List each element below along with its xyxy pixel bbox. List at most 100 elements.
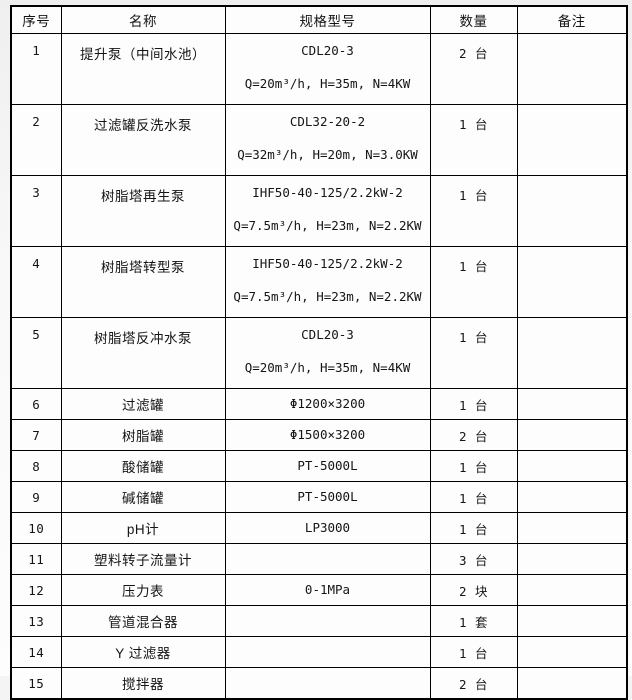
remark-cell: [516, 33, 628, 105]
quantity-cell: 1 台: [429, 246, 518, 318]
serial-number-cell: 8: [10, 450, 62, 482]
spec-model-cell: 0-1MPa: [224, 574, 431, 606]
serial-number-cell: 1: [10, 33, 62, 105]
spec-model-cell: Φ1500×3200: [224, 419, 431, 451]
serial-number-cell: 11: [10, 543, 62, 575]
equipment-name-cell: 树脂塔再生泵: [60, 175, 226, 247]
quantity-cell: 1 套: [429, 605, 518, 637]
spec-line: CDL20-3: [301, 327, 354, 342]
serial-number-cell: 5: [10, 317, 62, 389]
serial-number-cell: 6: [10, 388, 62, 420]
equipment-name-cell: 过滤罐: [60, 388, 226, 420]
equipment-table: 序号 名称 规格型号 数量 备注 1 提升泵（中间水池） CDL20-3 Q=20m³/h, …: [10, 5, 628, 700]
column-header: 序号: [10, 5, 62, 34]
quantity-cell: 3 台: [429, 543, 518, 575]
serial-number-cell: 7: [10, 419, 62, 451]
serial-number-cell: 15: [10, 667, 62, 700]
spec-model-cell: [224, 667, 431, 700]
spec-line: Q=7.5m³/h, H=23m, N=2.2KW: [233, 218, 422, 233]
spec-line: Q=20m³/h, H=35m, N=4KW: [244, 360, 411, 375]
table-row: 2 过滤罐反洗水泵 CDL32-20-2 Q=32m³/h, H=20m, N=3.0…: [10, 104, 628, 176]
spec-model-cell: [224, 543, 431, 575]
serial-number-cell: 14: [10, 636, 62, 668]
column-header: 数量: [429, 5, 518, 34]
table-row: 12 压力表 0-1MPa 2 块: [10, 574, 628, 606]
equipment-name-cell: 树脂塔反冲水泵: [60, 317, 226, 389]
spec-line: LP3000: [304, 520, 351, 535]
spec-model-cell: PT-5000L: [224, 450, 431, 482]
equipment-name-cell: pH计: [60, 512, 226, 544]
table-row: 11 塑料转子流量计 3 台: [10, 543, 628, 575]
spec-model-cell: PT-5000L: [224, 481, 431, 513]
table-row: 15 搅拌器 2 台: [10, 667, 628, 700]
equipment-name-cell: 树脂塔转型泵: [60, 246, 226, 318]
spec-line: IHF50-40-125/2.2kW-2: [252, 185, 403, 200]
equipment-name-cell: Y 过滤器: [60, 636, 226, 668]
remark-cell: [516, 481, 628, 513]
table-row: 3 树脂塔再生泵 IHF50-40-125/2.2kW-2 Q=7.5m³/h, H=…: [10, 175, 628, 247]
spec-model-cell: LP3000: [224, 512, 431, 544]
spec-line: PT-5000L: [297, 458, 358, 473]
spec-line: PT-5000L: [297, 489, 358, 504]
table-row: 14 Y 过滤器 1 台: [10, 636, 628, 668]
equipment-name-cell: 碱储罐: [60, 481, 226, 513]
remark-cell: [516, 450, 628, 482]
column-header: 名称: [60, 5, 226, 34]
spec-line: Q=7.5m³/h, H=23m, N=2.2KW: [233, 289, 422, 304]
table-row: 10 pH计 LP3000 1 台: [10, 512, 628, 544]
quantity-cell: 2 台: [429, 667, 518, 700]
quantity-cell: 2 台: [429, 33, 518, 105]
equipment-name-cell: 压力表: [60, 574, 226, 606]
spec-model-cell: IHF50-40-125/2.2kW-2 Q=7.5m³/h, H=23m, N=…: [224, 175, 431, 247]
table-row: 9 碱储罐 PT-5000L 1 台: [10, 481, 628, 513]
spec-model-cell: CDL20-3 Q=20m³/h, H=35m, N=4KW: [224, 33, 431, 105]
table-row: 6 过滤罐 Φ1200×3200 1 台: [10, 388, 628, 420]
quantity-cell: 1 台: [429, 388, 518, 420]
remark-cell: [516, 605, 628, 637]
quantity-cell: 2 块: [429, 574, 518, 606]
spec-model-cell: [224, 605, 431, 637]
table-body: 1 提升泵（中间水池） CDL20-3 Q=20m³/h, H=35m, N=4KW 2…: [10, 33, 628, 700]
serial-number-cell: 12: [10, 574, 62, 606]
equipment-name-cell: 提升泵（中间水池）: [60, 33, 226, 105]
quantity-cell: 2 台: [429, 419, 518, 451]
remark-cell: [516, 667, 628, 700]
serial-number-cell: 3: [10, 175, 62, 247]
remark-cell: [516, 317, 628, 389]
remark-cell: [516, 175, 628, 247]
serial-number-cell: 13: [10, 605, 62, 637]
spec-line: Q=20m³/h, H=35m, N=4KW: [244, 76, 411, 91]
equipment-name-cell: 搅拌器: [60, 667, 226, 700]
quantity-cell: 1 台: [429, 450, 518, 482]
remark-cell: [516, 246, 628, 318]
table-row: 1 提升泵（中间水池） CDL20-3 Q=20m³/h, H=35m, N=4KW 2…: [10, 33, 628, 105]
spec-line: CDL32-20-2: [289, 114, 366, 129]
spec-line: CDL20-3: [301, 43, 354, 58]
column-header: 备注: [516, 5, 628, 34]
table-row: 13 管道混合器 1 套: [10, 605, 628, 637]
equipment-name-cell: 树脂罐: [60, 419, 226, 451]
spec-line: Q=32m³/h, H=20m, N=3.0KW: [237, 147, 418, 162]
equipment-name-cell: 塑料转子流量计: [60, 543, 226, 575]
spec-model-cell: [224, 636, 431, 668]
spec-line: IHF50-40-125/2.2kW-2: [252, 256, 403, 271]
spec-line: Φ1200×3200: [289, 396, 366, 411]
remark-cell: [516, 636, 628, 668]
spec-model-cell: CDL20-3 Q=20m³/h, H=35m, N=4KW: [224, 317, 431, 389]
equipment-name-cell: 酸储罐: [60, 450, 226, 482]
table-row: 5 树脂塔反冲水泵 CDL20-3 Q=20m³/h, H=35m, N=4KW 1 台: [10, 317, 628, 389]
table-row: 8 酸储罐 PT-5000L 1 台: [10, 450, 628, 482]
serial-number-cell: 2: [10, 104, 62, 176]
remark-cell: [516, 104, 628, 176]
header-row: 序号 名称 规格型号 数量 备注: [10, 5, 628, 34]
quantity-cell: 1 台: [429, 481, 518, 513]
quantity-cell: 1 台: [429, 512, 518, 544]
spec-model-cell: Φ1200×3200: [224, 388, 431, 420]
remark-cell: [516, 388, 628, 420]
quantity-cell: 1 台: [429, 636, 518, 668]
table-row: 7 树脂罐 Φ1500×3200 2 台: [10, 419, 628, 451]
remark-cell: [516, 512, 628, 544]
equipment-name-cell: 管道混合器: [60, 605, 226, 637]
spec-model-cell: IHF50-40-125/2.2kW-2 Q=7.5m³/h, H=23m, N=…: [224, 246, 431, 318]
